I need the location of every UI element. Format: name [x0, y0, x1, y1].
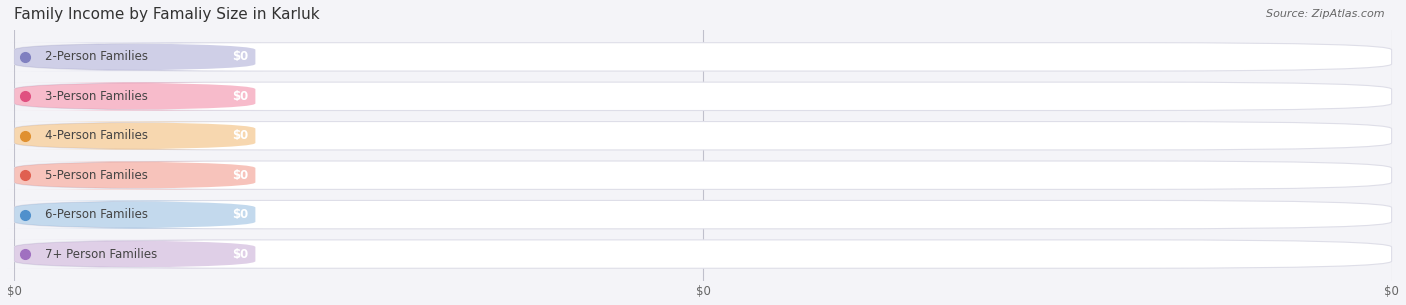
Text: Family Income by Famaliy Size in Karluk: Family Income by Famaliy Size in Karluk [14, 7, 321, 22]
FancyBboxPatch shape [14, 200, 1392, 229]
FancyBboxPatch shape [7, 200, 263, 229]
Text: $0: $0 [232, 169, 249, 182]
FancyBboxPatch shape [14, 240, 1392, 268]
Text: 7+ Person Families: 7+ Person Families [45, 248, 157, 260]
FancyBboxPatch shape [7, 240, 263, 268]
Text: $0: $0 [232, 208, 249, 221]
Text: 3-Person Families: 3-Person Families [45, 90, 148, 103]
FancyBboxPatch shape [14, 122, 1392, 150]
FancyBboxPatch shape [7, 122, 263, 150]
FancyBboxPatch shape [14, 161, 1392, 189]
FancyBboxPatch shape [14, 82, 1392, 110]
Text: 2-Person Families: 2-Person Families [45, 50, 148, 63]
Text: $0: $0 [232, 248, 249, 260]
Text: 4-Person Families: 4-Person Families [45, 129, 148, 142]
Text: Source: ZipAtlas.com: Source: ZipAtlas.com [1267, 9, 1385, 19]
FancyBboxPatch shape [7, 43, 263, 71]
Text: $0: $0 [232, 90, 249, 103]
FancyBboxPatch shape [7, 82, 263, 110]
Text: 6-Person Families: 6-Person Families [45, 208, 148, 221]
Text: 5-Person Families: 5-Person Families [45, 169, 148, 182]
FancyBboxPatch shape [7, 161, 263, 189]
Text: $0: $0 [232, 50, 249, 63]
FancyBboxPatch shape [14, 43, 1392, 71]
Text: $0: $0 [232, 129, 249, 142]
